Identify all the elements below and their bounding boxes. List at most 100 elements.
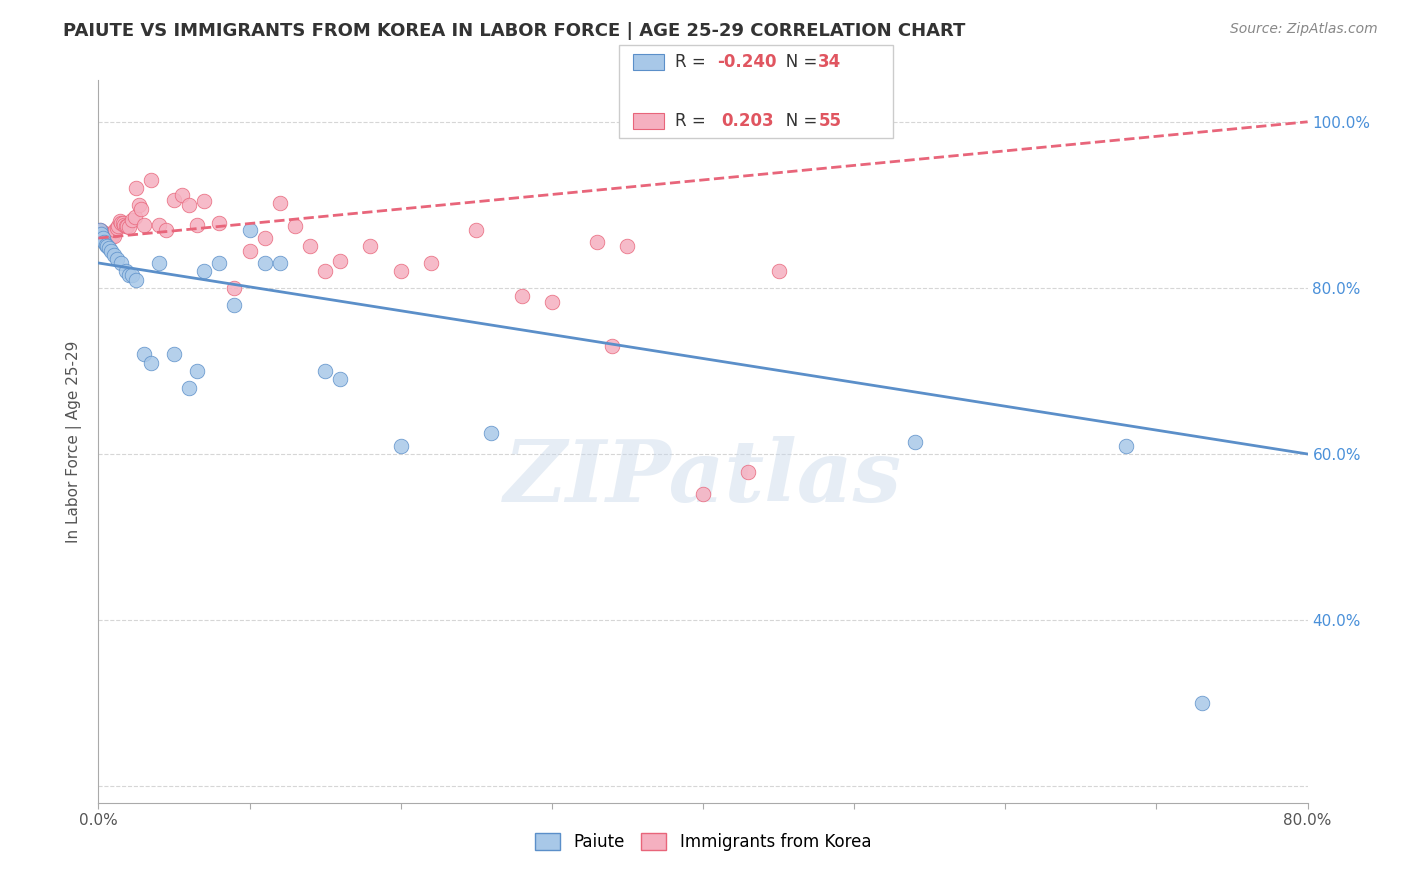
Point (253, 231, 276, 245)
Point (1115, 439, 1137, 453)
Point (129, 202, 152, 216)
Text: -0.240: -0.240 (717, 53, 776, 70)
Point (253, 256, 276, 270)
Point (114, 264, 136, 278)
Point (465, 223, 488, 237)
Point (186, 364, 208, 378)
Point (105, 221, 128, 235)
Text: N =: N = (770, 112, 823, 130)
Point (586, 235, 609, 250)
Point (208, 216, 231, 230)
Point (389, 439, 412, 453)
Point (239, 223, 262, 237)
Point (737, 465, 759, 479)
Point (329, 254, 352, 268)
Text: 55: 55 (818, 112, 841, 130)
Text: 0.203: 0.203 (721, 112, 773, 130)
Point (118, 220, 141, 235)
Point (141, 356, 163, 370)
Point (284, 219, 307, 233)
Y-axis label: In Labor Force | Age 25-29: In Labor Force | Age 25-29 (66, 341, 83, 542)
Point (103, 228, 125, 243)
Point (148, 218, 170, 232)
Point (100, 244, 122, 258)
Point (121, 268, 143, 283)
Point (170, 187, 193, 202)
Point (239, 244, 262, 258)
Point (602, 339, 624, 353)
Point (389, 264, 412, 278)
Point (269, 196, 291, 211)
Point (179, 380, 201, 394)
Point (96, 227, 118, 241)
Point (104, 223, 127, 237)
Point (94, 237, 117, 252)
Point (108, 214, 131, 228)
Text: ZIPatlas: ZIPatlas (503, 436, 903, 519)
Point (616, 239, 638, 253)
Legend: Paiute, Immigrants from Korea: Paiute, Immigrants from Korea (527, 825, 879, 860)
Point (360, 239, 382, 253)
Text: R =: R = (675, 53, 711, 70)
Point (141, 173, 163, 187)
Point (103, 248, 125, 262)
Point (90, 224, 112, 238)
Point (155, 223, 177, 237)
Point (193, 264, 215, 278)
Point (420, 256, 443, 270)
Point (100, 228, 122, 243)
Point (481, 426, 503, 441)
Point (314, 364, 336, 378)
Text: R =: R = (675, 112, 716, 130)
Point (98, 227, 121, 242)
Point (115, 219, 138, 234)
Point (148, 256, 170, 270)
Point (208, 256, 231, 270)
Point (163, 193, 186, 207)
Point (91, 231, 114, 245)
Point (91, 226, 114, 240)
Point (121, 212, 143, 227)
Point (224, 297, 246, 311)
Point (179, 198, 201, 212)
Point (299, 239, 322, 253)
Point (1191, 696, 1213, 710)
Text: N =: N = (770, 53, 823, 70)
Point (186, 218, 208, 232)
Point (93, 226, 115, 240)
Point (124, 211, 146, 225)
Point (510, 289, 533, 303)
Point (105, 252, 128, 266)
Point (110, 256, 132, 270)
Point (110, 216, 132, 230)
Point (125, 272, 148, 286)
Text: 34: 34 (818, 53, 842, 70)
Point (314, 264, 336, 278)
Point (768, 264, 790, 278)
Point (329, 372, 352, 386)
Point (118, 268, 141, 283)
Point (904, 434, 927, 449)
Point (93, 235, 115, 250)
Point (111, 216, 134, 230)
Point (89, 223, 111, 237)
Point (132, 218, 155, 232)
Point (96, 239, 118, 253)
Point (224, 281, 246, 295)
Point (89, 223, 111, 237)
Point (112, 218, 135, 232)
Point (193, 194, 215, 208)
Point (269, 256, 291, 270)
Point (128, 198, 150, 212)
Point (98, 241, 121, 255)
Point (125, 181, 148, 195)
Text: Source: ZipAtlas.com: Source: ZipAtlas.com (1230, 22, 1378, 37)
Point (132, 347, 155, 361)
Point (107, 219, 129, 233)
Point (94, 227, 117, 241)
Text: PAIUTE VS IMMIGRANTS FROM KOREA IN LABOR FORCE | AGE 25-29 CORRELATION CHART: PAIUTE VS IMMIGRANTS FROM KOREA IN LABOR… (63, 22, 966, 40)
Point (90, 227, 112, 241)
Point (692, 487, 714, 501)
Point (163, 347, 186, 361)
Point (540, 295, 562, 310)
